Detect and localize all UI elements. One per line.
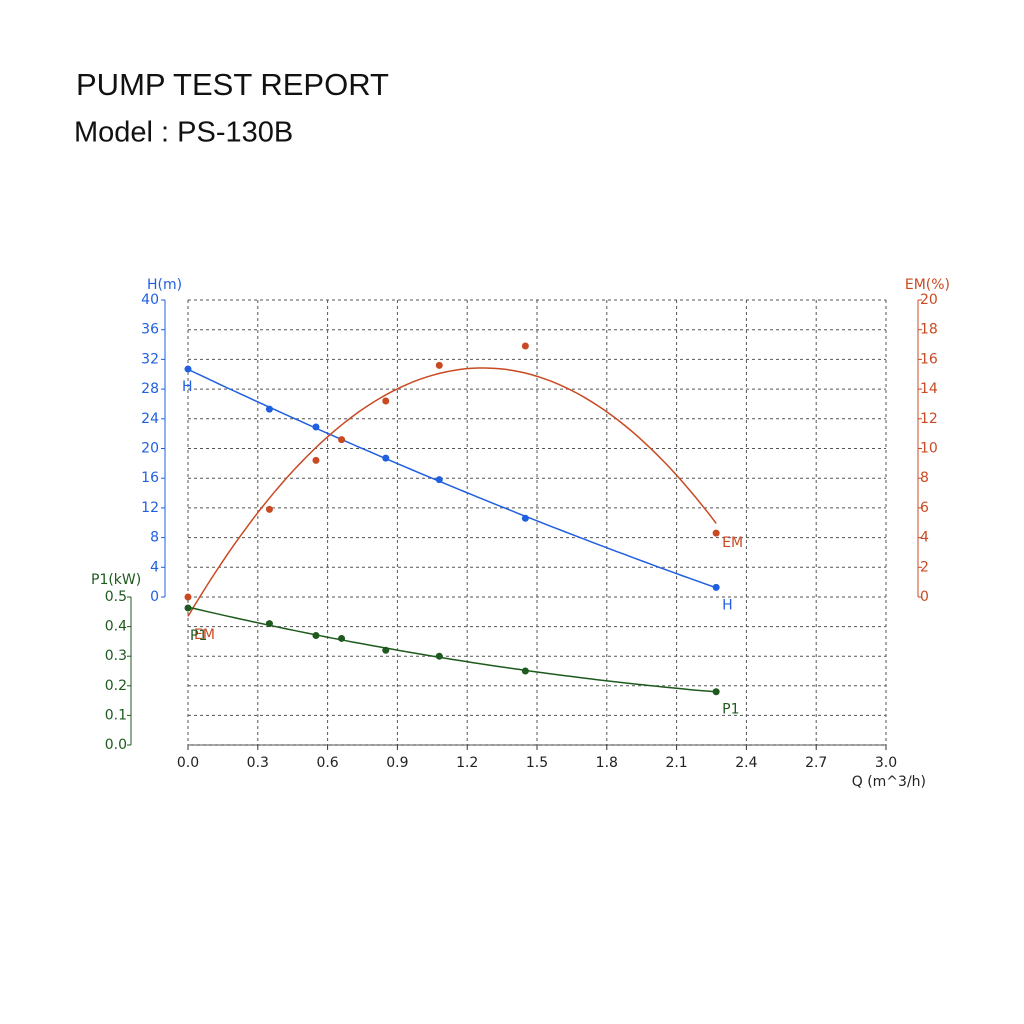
data-point [712,529,720,537]
x-tick-label: 0.9 [386,755,408,771]
y2-tick-label: 8 [920,470,929,486]
fit-curve [187,368,717,589]
x-tick-label: 0.0 [177,755,199,771]
curve-label: P1 [722,702,739,718]
y2-axis-title: EM(%) [905,277,950,293]
data-point [184,365,192,373]
y-tick-label: 0 [150,589,159,605]
data-point [265,505,273,513]
x-tick-label: 2.1 [665,755,687,771]
y-tick-label: 8 [150,530,159,546]
data-point [338,436,346,444]
y2-tick-label: 20 [920,292,938,308]
y2-tick-label: 6 [920,500,929,516]
x-tick-label: 2.4 [735,755,757,771]
y3-tick-label: 0.4 [105,619,127,635]
y3-tick-label: 0.3 [105,648,127,664]
data-point [184,593,192,601]
data-point [521,667,529,675]
x-tick-label: 1.5 [526,755,548,771]
y-tick-label: 36 [141,322,159,338]
y-axis-title: H(m) [147,277,182,293]
y-tick-label: 28 [141,381,159,397]
y-tick-label: 16 [141,470,159,486]
data-point [312,631,320,639]
data-point [312,423,320,431]
x-tick-label: 1.2 [456,755,478,771]
curve-label: H [182,379,193,395]
chart-title: PUMP TEST REPORT [76,67,389,102]
y3-tick-label: 0.2 [105,678,127,694]
chart-subtitle: Model : PS-130B [74,117,293,149]
y2-tick-label: 14 [920,381,938,397]
y-tick-label: 40 [141,292,159,308]
data-point [265,620,273,628]
curve-label: H [722,597,733,613]
data-point [338,634,346,642]
data-point [382,397,390,405]
curve-label: P1 [190,628,207,644]
data-point [184,604,192,612]
data-point [712,583,720,591]
y2-tick-label: 2 [920,559,929,575]
data-point [435,652,443,660]
y-tick-label: 4 [150,559,159,575]
y2-tick-label: 0 [920,589,929,605]
x-axis-title: Q (m^3/h) [852,774,926,790]
data-point [435,476,443,484]
x-tick-label: 1.8 [596,755,618,771]
y2-tick-label: 4 [920,530,929,546]
y3-tick-label: 0.1 [105,707,127,723]
y2-tick-label: 10 [920,441,938,457]
y3-tick-label: 0.0 [105,737,127,753]
fit-curve [187,606,717,693]
x-tick-label: 2.7 [805,755,827,771]
fit-curve [187,367,717,617]
y2-tick-label: 18 [920,322,938,338]
data-point [712,688,720,696]
y3-tick-label: 0.5 [105,589,127,605]
data-point [382,646,390,654]
x-tick-label: 0.3 [247,755,269,771]
y2-tick-label: 16 [920,351,938,367]
y-tick-label: 24 [141,411,159,427]
data-point [521,342,529,350]
curve-label: EM [722,535,743,551]
y3-axis-title: P1(kW) [91,572,141,588]
data-point [382,454,390,462]
data-point [312,456,320,464]
data-point [521,514,529,522]
y-tick-label: 32 [141,351,159,367]
x-tick-label: 0.6 [316,755,338,771]
x-tick-label: 3.0 [875,755,897,771]
data-point [265,405,273,413]
data-point [435,361,443,369]
y2-tick-label: 12 [920,411,938,427]
y-tick-label: 12 [141,500,159,516]
curve-label: EM [194,627,215,643]
y-tick-label: 20 [141,441,159,457]
